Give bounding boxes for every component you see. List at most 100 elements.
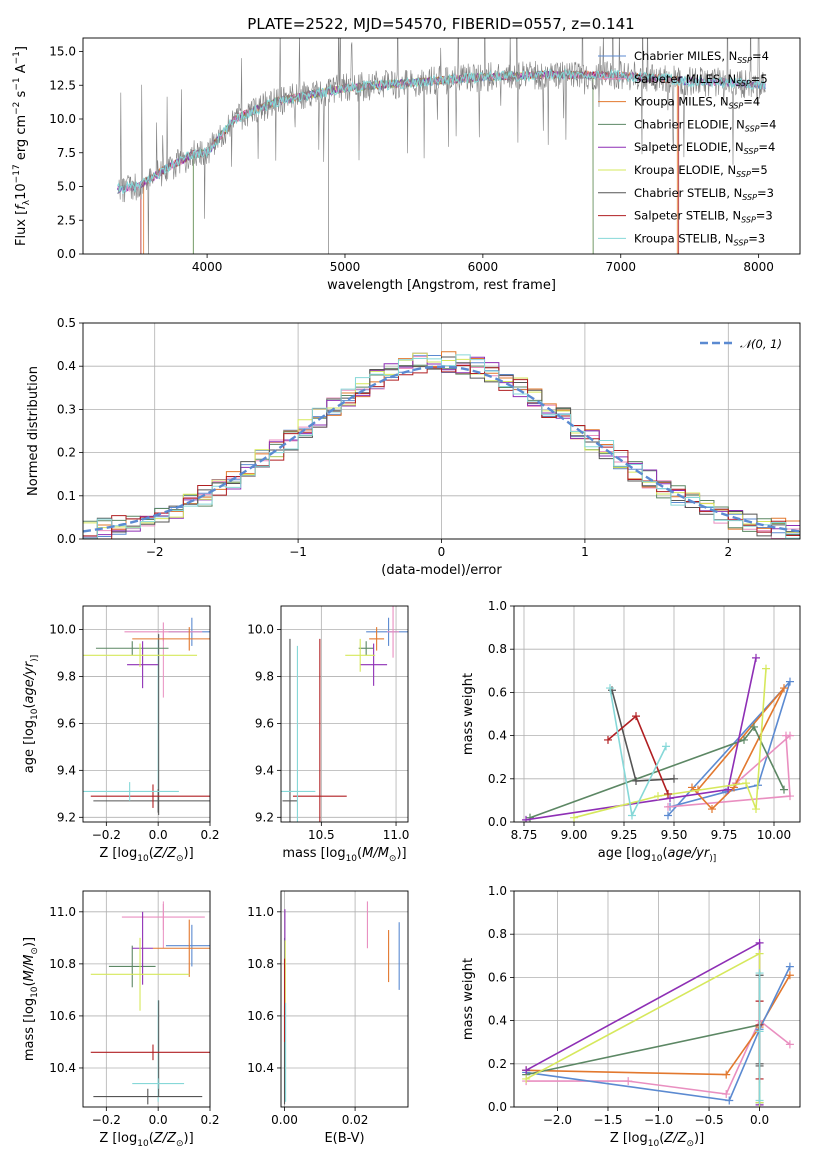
label-part: s	[14, 90, 29, 101]
plus-marker	[670, 774, 678, 783]
legend-entry: Kroupa STELIB, NSSP=3	[634, 231, 765, 247]
data-point	[90, 937, 190, 1011]
data-point	[93, 789, 210, 813]
y-tick-label: 0.4	[488, 1014, 507, 1028]
label-part: =4	[758, 140, 775, 154]
data-point	[345, 638, 376, 672]
x-tick-label: 6000	[468, 260, 499, 274]
label-part: Z [log	[99, 846, 137, 861]
label-part: −1	[12, 77, 22, 90]
label-part: Salpeter MILES, N	[634, 72, 736, 86]
label-part: Flux [	[14, 210, 29, 246]
x-tick-label: 5000	[330, 260, 361, 274]
label-part: −2	[12, 102, 22, 115]
plot-area	[522, 653, 794, 822]
plus-marker	[740, 735, 748, 744]
residual-histogram	[83, 354, 800, 539]
residual-histogram	[83, 356, 800, 539]
panel-age-vs-Z: −0.2 0.0 0.29.29.49.69.810.0Z [log10(Z/Z⊙)…	[22, 605, 220, 864]
plot-area	[283, 901, 400, 1105]
label-part: ⊙	[176, 1139, 184, 1149]
legend-entry: Chabrier ELODIE, NSSP=4	[634, 117, 776, 133]
plus-marker	[786, 677, 794, 686]
grid-lines	[83, 891, 211, 1107]
x-tick-label: 0	[438, 545, 446, 559]
data-point	[108, 945, 156, 988]
label-part: Z/Z	[153, 846, 177, 861]
y-tick-label: 15.0	[49, 45, 76, 59]
label-part: (	[357, 846, 362, 861]
data-point	[132, 911, 153, 985]
data-point	[282, 638, 298, 822]
label-part: erg cm	[14, 115, 29, 164]
plus-marker	[755, 969, 764, 978]
data-point	[83, 643, 198, 668]
x-tick-label: −2	[146, 545, 164, 559]
plot-area	[117, 38, 766, 254]
y-tick-label: 10.8	[247, 957, 274, 971]
y-tick-label: 0.6	[488, 685, 507, 699]
plus-marker	[664, 802, 672, 811]
x-axis-label: Z [log10(Z/Z⊙)]	[99, 846, 193, 864]
axes-frame	[513, 890, 801, 1108]
plus-marker	[755, 949, 764, 958]
label-part: M/M	[362, 846, 389, 861]
x-tick-label: 9.25	[611, 828, 638, 842]
plus-marker	[725, 1096, 734, 1105]
plot-area	[90, 901, 210, 1105]
plus-marker	[724, 785, 732, 794]
legend-entry: Kroupa ELODIE, NSSP=5	[634, 163, 768, 179]
series-line	[529, 725, 785, 819]
label-part: =4	[760, 117, 777, 131]
y-tick-label: 0.0	[57, 247, 76, 261]
plus-marker	[628, 811, 636, 820]
legend-entry: Kroupa MILES, NSSP=4	[634, 95, 760, 111]
label-part: 10	[651, 854, 663, 864]
y-tick-label: 10.0	[247, 622, 274, 636]
y-tick-label: 9.6	[255, 716, 274, 730]
plus-marker	[632, 776, 640, 785]
label-part: SSP	[744, 147, 759, 156]
y-tick-label: 10.4	[49, 1061, 76, 1075]
label-part: Z [log	[610, 1131, 648, 1146]
plus-marker	[755, 1096, 764, 1105]
y-tick-label: 2.5	[57, 213, 76, 227]
y-tick-label: 5.0	[57, 180, 76, 194]
data-point	[132, 627, 210, 651]
plus-marker	[664, 811, 672, 820]
x-axis-label: E(B-V)	[324, 1131, 364, 1146]
data-point	[369, 627, 385, 651]
plus-marker	[780, 785, 788, 794]
label-part: )]	[694, 1131, 704, 1146]
x-axis-label: (data-model)/error	[381, 563, 502, 578]
series-line	[691, 687, 785, 811]
y-axis-label: mass weight	[461, 673, 476, 755]
y-tick-label: 0.0	[57, 532, 76, 546]
y-tick-label: 10.6	[247, 1009, 274, 1023]
plus-marker	[742, 779, 750, 788]
x-tick-label: 10.00	[757, 828, 791, 842]
label-part: Kroupa MILES, N	[634, 95, 729, 109]
label-part: SSP	[736, 79, 751, 88]
plus-marker	[785, 962, 794, 971]
series-line	[526, 974, 791, 1076]
plus-marker	[755, 1027, 764, 1036]
y-axis-label: Normed distribution	[26, 366, 41, 496]
label-part: Kroupa ELODIE, N	[634, 163, 736, 177]
data-point	[95, 641, 169, 656]
axes-frame	[513, 605, 801, 823]
x-tick-label: −0.2	[92, 1113, 121, 1127]
label-part: ]	[14, 46, 29, 51]
x-tick-label: 9.75	[711, 828, 738, 842]
label-part: SSP	[742, 193, 757, 202]
y-tick-label: 0.0	[488, 815, 507, 829]
y-tick-label: 0.0	[488, 1100, 507, 1114]
plot-area	[522, 938, 794, 1107]
residual-histogram	[83, 365, 800, 539]
label-part: (	[22, 703, 37, 708]
y-tick-label: 0.6	[488, 970, 507, 984]
plus-marker	[722, 1070, 731, 1079]
plus-marker	[522, 1066, 531, 1075]
plus-marker	[780, 684, 788, 693]
chart-title: PLATE=2522, MJD=54570, FIBERID=0557, z=0…	[247, 15, 634, 33]
